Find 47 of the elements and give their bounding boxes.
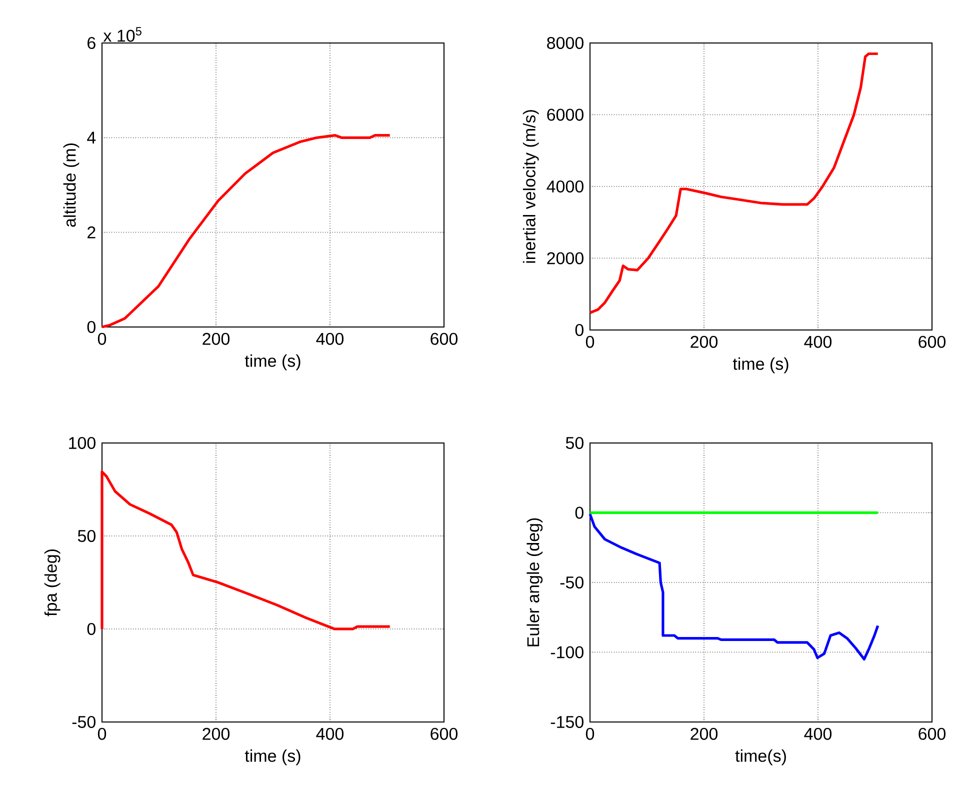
line-series [588, 52, 880, 314]
y-tick-label: 50 [78, 530, 96, 542]
y-tick-label: 0 [575, 506, 584, 519]
x-tick-label: 400 [316, 728, 344, 740]
y-axis-title: Euler angle (deg) [526, 518, 543, 646]
x-axis-title: time(s) [735, 749, 786, 766]
y-tick-label: 50 [566, 436, 584, 450]
y-tick-label: 0 [87, 320, 96, 334]
y-tick-label: -50 [560, 576, 584, 589]
y-tick-label: -50 [72, 716, 96, 728]
line-series [588, 512, 880, 661]
y-tick-label: 8000 [547, 36, 584, 50]
x-tick-label: 400 [804, 728, 832, 740]
y-tick-label: 6000 [547, 108, 584, 121]
y-tick-label: 2000 [547, 252, 584, 264]
y-axis-title: altitude (m) [63, 144, 80, 227]
y-axis-title: fpa (deg) [44, 550, 60, 616]
x-tick-label: 400 [804, 336, 832, 348]
text: x 10$^{5}$ [103, 27, 142, 42]
x-axis-title: time (s) [244, 749, 300, 766]
y-tick-label: 4000 [546, 180, 584, 193]
x-tick-label: 0 [586, 336, 594, 348]
y-tick-label: 2 [88, 226, 96, 238]
y-tick-label: 4 [87, 132, 96, 144]
x-tick-label: 200 [690, 728, 718, 740]
x-tick-label: 400 [316, 332, 344, 345]
x-tick-label: 600 [918, 728, 946, 740]
x-axis-title: time (s) [732, 357, 788, 374]
y-tick-label: -100 [550, 646, 584, 658]
y-tick-label: 0 [575, 324, 584, 336]
line-series [100, 470, 392, 630]
y-tick-label: 100 [69, 436, 96, 450]
x-tick-label: 200 [202, 332, 230, 345]
y-tick-label: -150 [550, 716, 584, 728]
y-tick-label: 0 [87, 622, 96, 636]
y-axis-title: inertial velocity (m/s) [522, 110, 539, 263]
x-tick-label: 600 [430, 728, 458, 740]
x-tick-label: 600 [918, 336, 946, 348]
x-tick-label: 600 [430, 332, 458, 345]
x-tick-label: 200 [690, 336, 718, 348]
x-axis-title: time (s) [244, 354, 300, 370]
x-tick-label: 0 [586, 728, 594, 740]
x-tick-label: 0 [98, 332, 106, 345]
line-series [100, 134, 392, 328]
y-tick-label: 6 [88, 36, 96, 50]
x-tick-label: 0 [98, 728, 106, 740]
x-tick-label: 200 [202, 728, 230, 740]
